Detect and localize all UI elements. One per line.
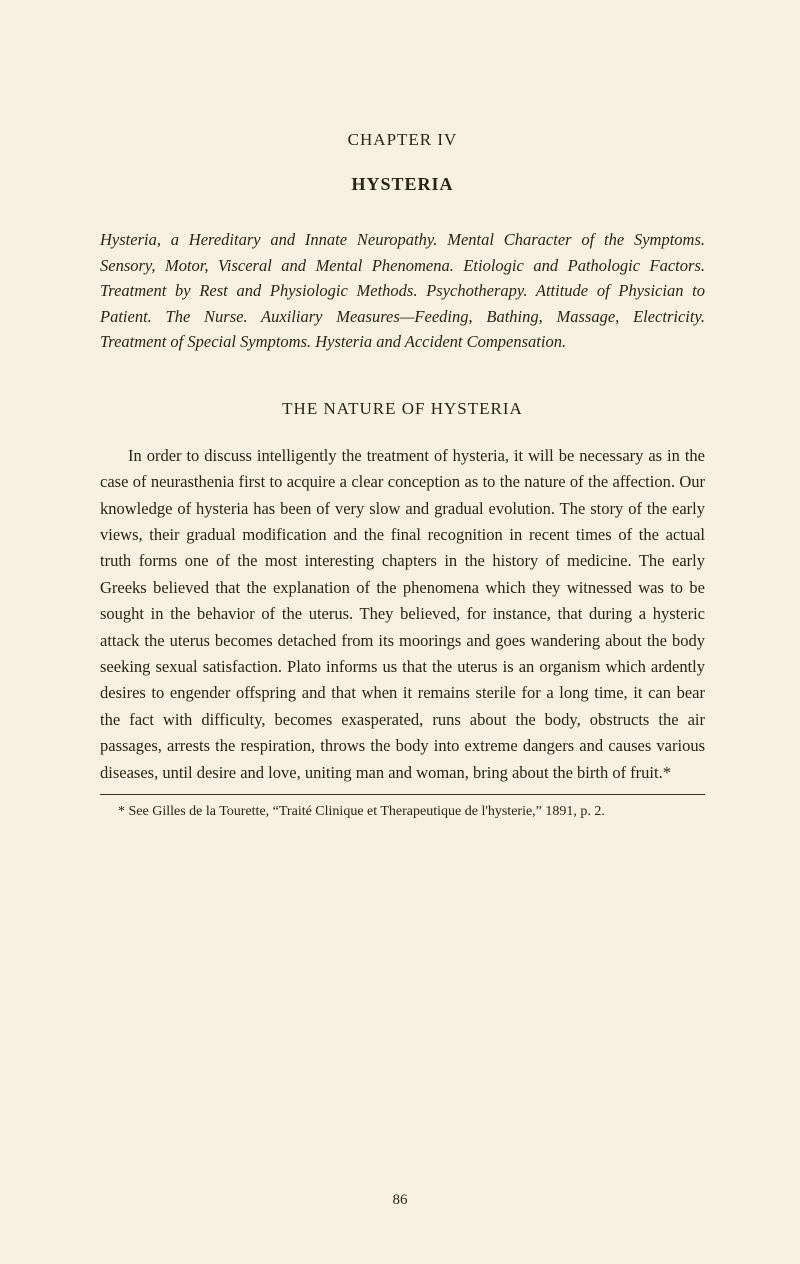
footnote-divider: [100, 794, 705, 795]
section-heading: THE NATURE OF HYSTERIA: [100, 399, 705, 419]
chapter-title: HYSTERIA: [100, 174, 705, 195]
footnote: * See Gilles de la Tourette, “Traité Cli…: [100, 801, 705, 822]
chapter-synopsis: Hysteria, a Hereditary and Innate Neurop…: [100, 227, 705, 355]
chapter-number: CHAPTER IV: [100, 130, 705, 150]
body-paragraph: In order to discuss intelligently the tr…: [100, 443, 705, 786]
page-number: 86: [0, 1192, 800, 1209]
